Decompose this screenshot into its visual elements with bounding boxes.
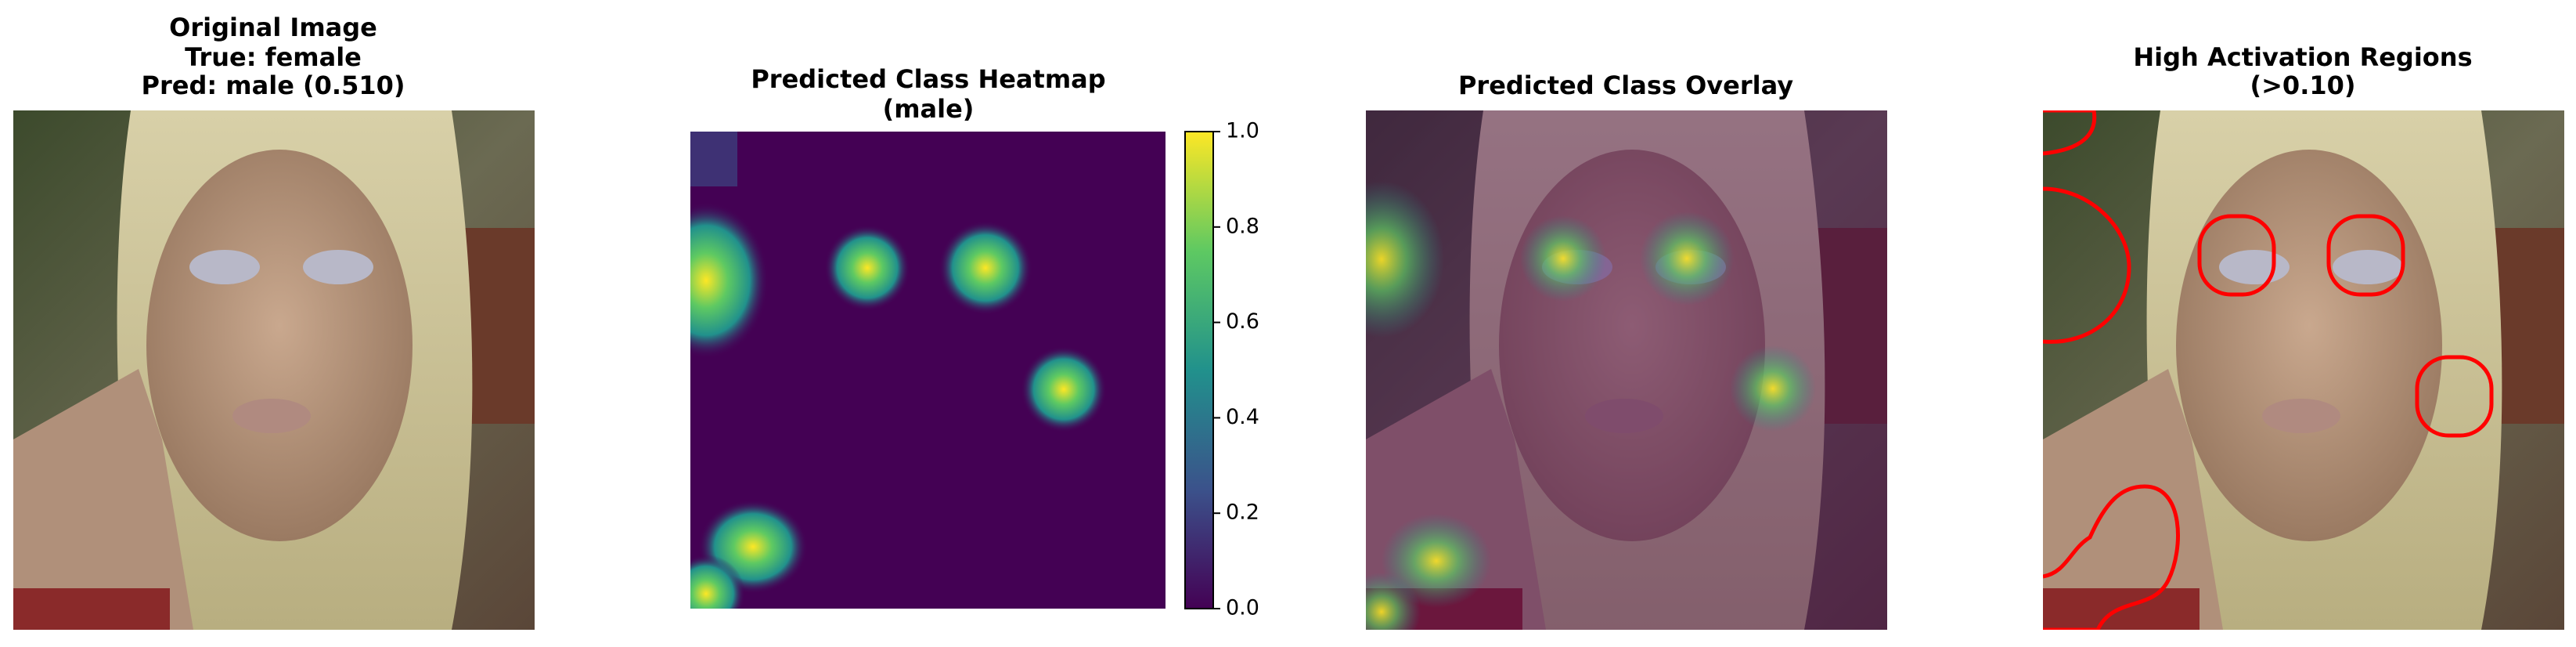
tick-label: 0.8 <box>1226 214 1259 238</box>
heatmap-image <box>690 132 1166 609</box>
original-image <box>13 110 535 630</box>
tick-label: 0.6 <box>1226 309 1259 334</box>
panel-title: Predicted Class Heatmap <box>751 64 1105 94</box>
tick-label: 1.0 <box>1226 119 1259 143</box>
panel-title: Predicted Class Overlay <box>1458 70 1793 100</box>
tick-label: 0.0 <box>1226 596 1259 620</box>
panel-title: True: female <box>185 42 362 72</box>
panel-title: Pred: male (0.510) <box>142 70 405 100</box>
panel-title: Original Image <box>169 13 377 42</box>
colorbar <box>1184 131 1214 609</box>
contour-image <box>2043 110 2564 630</box>
tick-label: 0.2 <box>1226 501 1259 525</box>
colorbar-ticks: 0.0 0.2 0.4 0.6 0.8 1.0 <box>1213 119 1259 620</box>
panel-title: (>0.10) <box>2250 70 2355 100</box>
overlay-image <box>1366 110 1887 630</box>
heatmap <box>690 132 1166 609</box>
panel-title: High Activation Regions <box>2133 42 2472 72</box>
panel-title: (male) <box>883 94 975 124</box>
tick-label: 0.4 <box>1226 405 1259 429</box>
